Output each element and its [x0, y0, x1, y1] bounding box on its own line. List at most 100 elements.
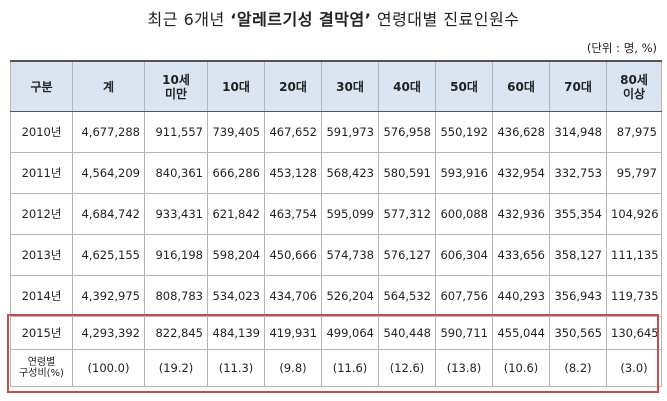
table-cell: 591,973: [321, 111, 379, 153]
table-cell: 598,204: [207, 234, 265, 276]
share-cell: (9.8): [264, 349, 322, 387]
table-row: 2012년 4,684,742 933,431 621,842 463,754 595,0…: [10, 193, 662, 235]
share-label: 연령별 구성비(%): [10, 349, 73, 387]
table-cell: 550,192: [435, 111, 493, 153]
share-cell: (10.6): [492, 349, 550, 387]
table-cell: 434,706: [264, 275, 322, 317]
row-year: 2013년: [10, 234, 73, 276]
share-cell: (19.2): [144, 349, 208, 387]
row-year: 2010년: [10, 111, 73, 153]
unit-note: (단위 : 명, %): [586, 41, 657, 55]
share-cell: (13.8): [435, 349, 493, 387]
table-cell: 130,645: [606, 316, 662, 350]
header-row: 구분 계 10세 미만 10대 20대 30대 40대 50대 60대 70대 80세 이상: [10, 60, 662, 112]
table-cell: 350,565: [549, 316, 607, 350]
share-cell: (11.3): [207, 349, 265, 387]
share-cell: (100.0): [72, 349, 145, 387]
table-cell: 576,127: [378, 234, 436, 276]
table-cell: 499,064: [321, 316, 379, 350]
page-title: 최근 6개년 ‘알레르기성 결막염’ 연령대별 진료인원수: [0, 6, 667, 30]
share-cell: (3.0): [606, 349, 662, 387]
table-cell: 463,754: [264, 193, 322, 235]
table-cell: 526,204: [321, 275, 379, 317]
table-cell: 568,423: [321, 152, 379, 194]
table-cell: 666,286: [207, 152, 265, 194]
table-cell: 822,845: [144, 316, 208, 350]
table-cell: 455,044: [492, 316, 550, 350]
table-cell: 4,625,155: [72, 234, 145, 276]
table-cell: 4,392,975: [72, 275, 145, 317]
table-cell: 808,783: [144, 275, 208, 317]
patients-by-age-table: 구분 계 10세 미만 10대 20대 30대 40대 50대 60대 70대 80세 이상 2010년…: [10, 60, 662, 387]
header-col-4: 20대: [264, 60, 322, 112]
table-cell: 111,135: [606, 234, 662, 276]
table-row: 2015년 4,293,392 822,845 484,139 419,931 499,0…: [10, 316, 662, 350]
table-cell: 574,738: [321, 234, 379, 276]
header-col-2: 10세 미만: [144, 60, 208, 112]
table-row: 2011년 4,564,209 840,361 666,286 453,128 568,4…: [10, 152, 662, 194]
table-cell: 564,532: [378, 275, 436, 317]
header-category: 구분: [10, 60, 73, 112]
table-cell: 356,943: [549, 275, 607, 317]
title-prefix: 최근 6개년: [147, 10, 231, 29]
table-cell: 453,128: [264, 152, 322, 194]
table-row: 2014년 4,392,975 808,783 534,023 434,706 526,2…: [10, 275, 662, 317]
header-col-5: 30대: [321, 60, 379, 112]
table-cell: 432,954: [492, 152, 550, 194]
row-year: 2012년: [10, 193, 73, 235]
share-cell: (12.6): [378, 349, 436, 387]
header-col-9: 70대: [549, 60, 607, 112]
table-cell: 358,127: [549, 234, 607, 276]
table-cell: 739,405: [207, 111, 265, 153]
header-col-6: 40대: [378, 60, 436, 112]
table-cell: 576,958: [378, 111, 436, 153]
table-cell: 534,023: [207, 275, 265, 317]
table-cell: 450,666: [264, 234, 322, 276]
header-col-3: 10대: [207, 60, 265, 112]
table-cell: 355,354: [549, 193, 607, 235]
table-cell: 540,448: [378, 316, 436, 350]
table-cell: 4,564,209: [72, 152, 145, 194]
header-col-7: 50대: [435, 60, 493, 112]
title-disease: ‘알레르기성 결막염’: [230, 10, 372, 29]
header-col-1: 계: [72, 60, 145, 112]
table-cell: 580,591: [378, 152, 436, 194]
share-cell: (11.6): [321, 349, 379, 387]
table-cell: 606,304: [435, 234, 493, 276]
table-cell: 87,975: [606, 111, 662, 153]
table-cell: 419,931: [264, 316, 322, 350]
table-cell: 590,711: [435, 316, 493, 350]
table-cell: 911,557: [144, 111, 208, 153]
table-cell: 440,293: [492, 275, 550, 317]
table-cell: 4,677,288: [72, 111, 145, 153]
table-cell: 433,656: [492, 234, 550, 276]
table-cell: 119,735: [606, 275, 662, 317]
table-cell: 607,756: [435, 275, 493, 317]
table-cell: 621,842: [207, 193, 265, 235]
row-year: 2015년: [10, 316, 73, 350]
table-cell: 467,652: [264, 111, 322, 153]
table-cell: 595,099: [321, 193, 379, 235]
row-year: 2014년: [10, 275, 73, 317]
table-cell: 332,753: [549, 152, 607, 194]
share-cell: (8.2): [549, 349, 607, 387]
table-row: 2010년 4,677,288 911,557 739,405 467,652 591,9…: [10, 111, 662, 153]
table-cell: 436,628: [492, 111, 550, 153]
table-cell: 593,916: [435, 152, 493, 194]
header-col-10: 80세 이상: [606, 60, 662, 112]
table-cell: 916,198: [144, 234, 208, 276]
row-year: 2011년: [10, 152, 73, 194]
table-cell: 600,088: [435, 193, 493, 235]
table-cell: 104,926: [606, 193, 662, 235]
table-cell: 4,293,392: [72, 316, 145, 350]
table-cell: 4,684,742: [72, 193, 145, 235]
table-cell: 577,312: [378, 193, 436, 235]
table-cell: 933,431: [144, 193, 208, 235]
share-row: 연령별 구성비(%) (100.0) (19.2) (11.3) (9.8) (11.6)(…: [10, 349, 662, 387]
table-cell: 95,797: [606, 152, 662, 194]
table-body: 2010년 4,677,288 911,557 739,405 467,652 591,9…: [10, 111, 662, 387]
table-cell: 840,361: [144, 152, 208, 194]
table-cell: 314,948: [549, 111, 607, 153]
title-suffix: 연령대별 진료인원수: [371, 10, 520, 29]
header-col-8: 60대: [492, 60, 550, 112]
